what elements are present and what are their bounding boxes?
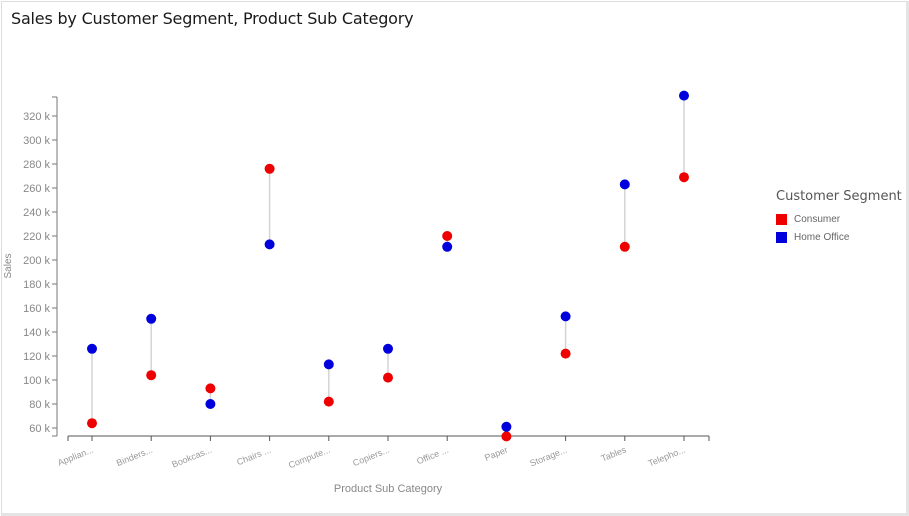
data-point[interactable] (442, 241, 453, 252)
data-point[interactable] (619, 179, 630, 190)
chart-title: Sales by Customer Segment, Product Sub C… (11, 9, 414, 28)
data-point[interactable] (560, 311, 571, 322)
legend-item-home-office[interactable]: Home Office (776, 228, 902, 246)
x-tick-label: Binders... (115, 445, 154, 469)
data-point[interactable] (205, 399, 216, 409)
y-tick-label: 280 k (23, 159, 50, 171)
y-tick-label: 220 k (23, 231, 50, 243)
legend-label: Home Office (794, 231, 850, 243)
x-tick-label: Paper (483, 445, 509, 463)
y-tick-label: 240 k (23, 207, 50, 219)
data-point[interactable] (87, 418, 97, 429)
connector-lines (91, 95, 685, 437)
x-tick-label: Tables (600, 444, 628, 463)
y-tick-label: 300 k (23, 135, 50, 147)
y-tick-label: 260 k (23, 183, 50, 195)
y-axis: 60 k 80 k 100 k 120 k 140 k 160 k 180 k 200 k 22… (23, 96, 58, 437)
data-point[interactable] (442, 231, 453, 241)
data-point[interactable] (323, 396, 334, 407)
y-tick-label: 80 k (29, 399, 50, 411)
home-office-swatch-icon (776, 231, 787, 243)
legend-label: Consumer (794, 213, 841, 225)
x-tick-label: Telepho... (647, 445, 687, 469)
x-tick-label: Office ... (415, 445, 450, 467)
data-point[interactable] (383, 343, 393, 354)
y-tick-label: 120 k (23, 351, 50, 363)
legend: Customer Segment Consumer Home Office (776, 189, 902, 246)
y-tick-label: 60 k (29, 423, 50, 435)
data-points (87, 90, 689, 442)
consumer-swatch-icon (776, 213, 787, 225)
x-tick-label: Storage... (528, 445, 568, 469)
data-point[interactable] (383, 372, 393, 383)
x-axis-label: Product Sub Category (334, 483, 443, 495)
y-tick-label: 200 k (23, 255, 50, 267)
x-tick-label: Chairs ... (235, 445, 272, 468)
x-tick-label: Compute... (287, 445, 332, 471)
data-point[interactable] (501, 431, 512, 442)
data-point[interactable] (146, 313, 157, 324)
legend-item-consumer[interactable]: Consumer (776, 210, 902, 228)
y-tick-label: 180 k (23, 279, 50, 291)
data-point[interactable] (87, 343, 97, 354)
y-tick-label: 320 k (23, 111, 50, 123)
x-tick-label: Applian... (56, 445, 95, 468)
data-point[interactable] (619, 241, 630, 252)
data-point[interactable] (560, 348, 571, 359)
data-point[interactable] (679, 172, 689, 183)
x-tick-label: Bookcas... (170, 445, 213, 470)
legend-title: Customer Segment (776, 189, 902, 204)
data-point[interactable] (679, 90, 689, 101)
data-point[interactable] (264, 163, 275, 174)
data-point[interactable] (205, 383, 216, 394)
data-point[interactable] (146, 370, 157, 381)
y-axis-label: Sales (3, 253, 14, 278)
x-tick-label: Copiers... (351, 445, 390, 469)
data-point[interactable] (323, 359, 334, 370)
data-point[interactable] (501, 421, 512, 432)
y-tick-label: 100 k (23, 375, 50, 387)
y-tick-label: 140 k (23, 327, 50, 339)
data-point[interactable] (264, 239, 275, 250)
y-tick-label: 160 k (23, 303, 50, 315)
x-axis: Applian... Binders... Bookcas... Chairs ...… (56, 435, 710, 471)
